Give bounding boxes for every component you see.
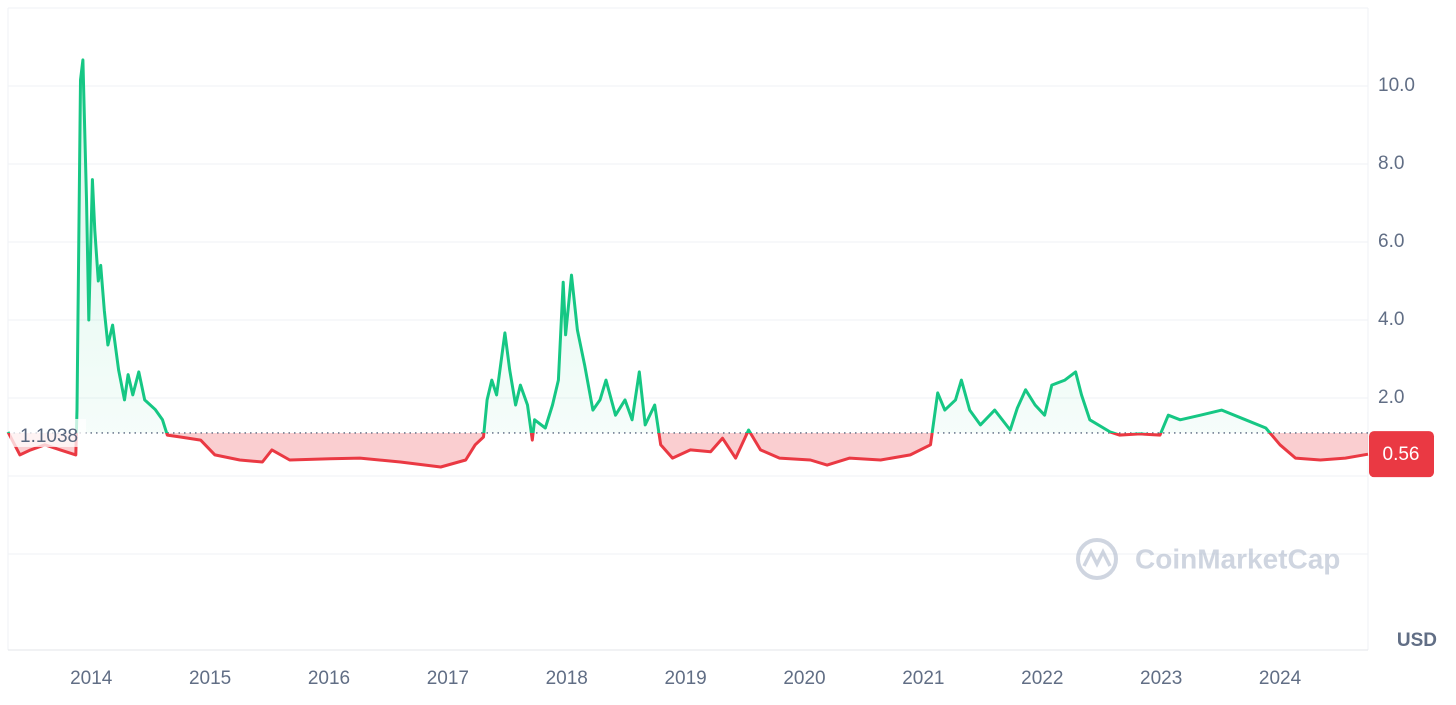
x-tick-label: 2017 [427,668,469,689]
y-tick-label: 2.0 [1378,387,1404,408]
watermark: CoinMarketCap [1076,538,1340,580]
plot: 2.0 4.0 6.0 8.0 10.0 2014 2015 2016 2017 2018 2019… [6,58,1434,689]
y-tick-label: 6.0 [1378,231,1404,252]
price-line [6,58,1369,469]
baseline-label-bg [10,418,86,447]
x-tick-label: 2019 [664,668,706,689]
watermark-text: CoinMarketCap [1135,543,1340,574]
x-tick-label: 2020 [783,668,825,689]
baseline-label: 1.1038 [20,426,78,447]
x-tick-label: 2015 [189,668,231,689]
y-tick-label: 10.0 [1378,75,1415,96]
y-tick-label: 8.0 [1378,153,1404,174]
x-tick-label: 2024 [1259,668,1302,689]
y-tick-label: 4.0 [1378,309,1404,330]
x-tick-label: 2022 [1021,668,1063,689]
x-tick-label: 2021 [902,668,944,689]
last-price-tag [1369,431,1434,478]
x-tick-label: 2018 [546,668,588,689]
x-tick-label: 2016 [308,668,350,689]
price-area [8,59,1368,468]
currency-label: USD [1397,630,1437,651]
watermark-logo [1082,548,1112,568]
watermark-logo [1076,538,1118,580]
last-price-label: 0.56 [1383,444,1420,465]
x-tick-label: 2014 [70,668,113,689]
x-tick-label: 2023 [1140,668,1182,689]
